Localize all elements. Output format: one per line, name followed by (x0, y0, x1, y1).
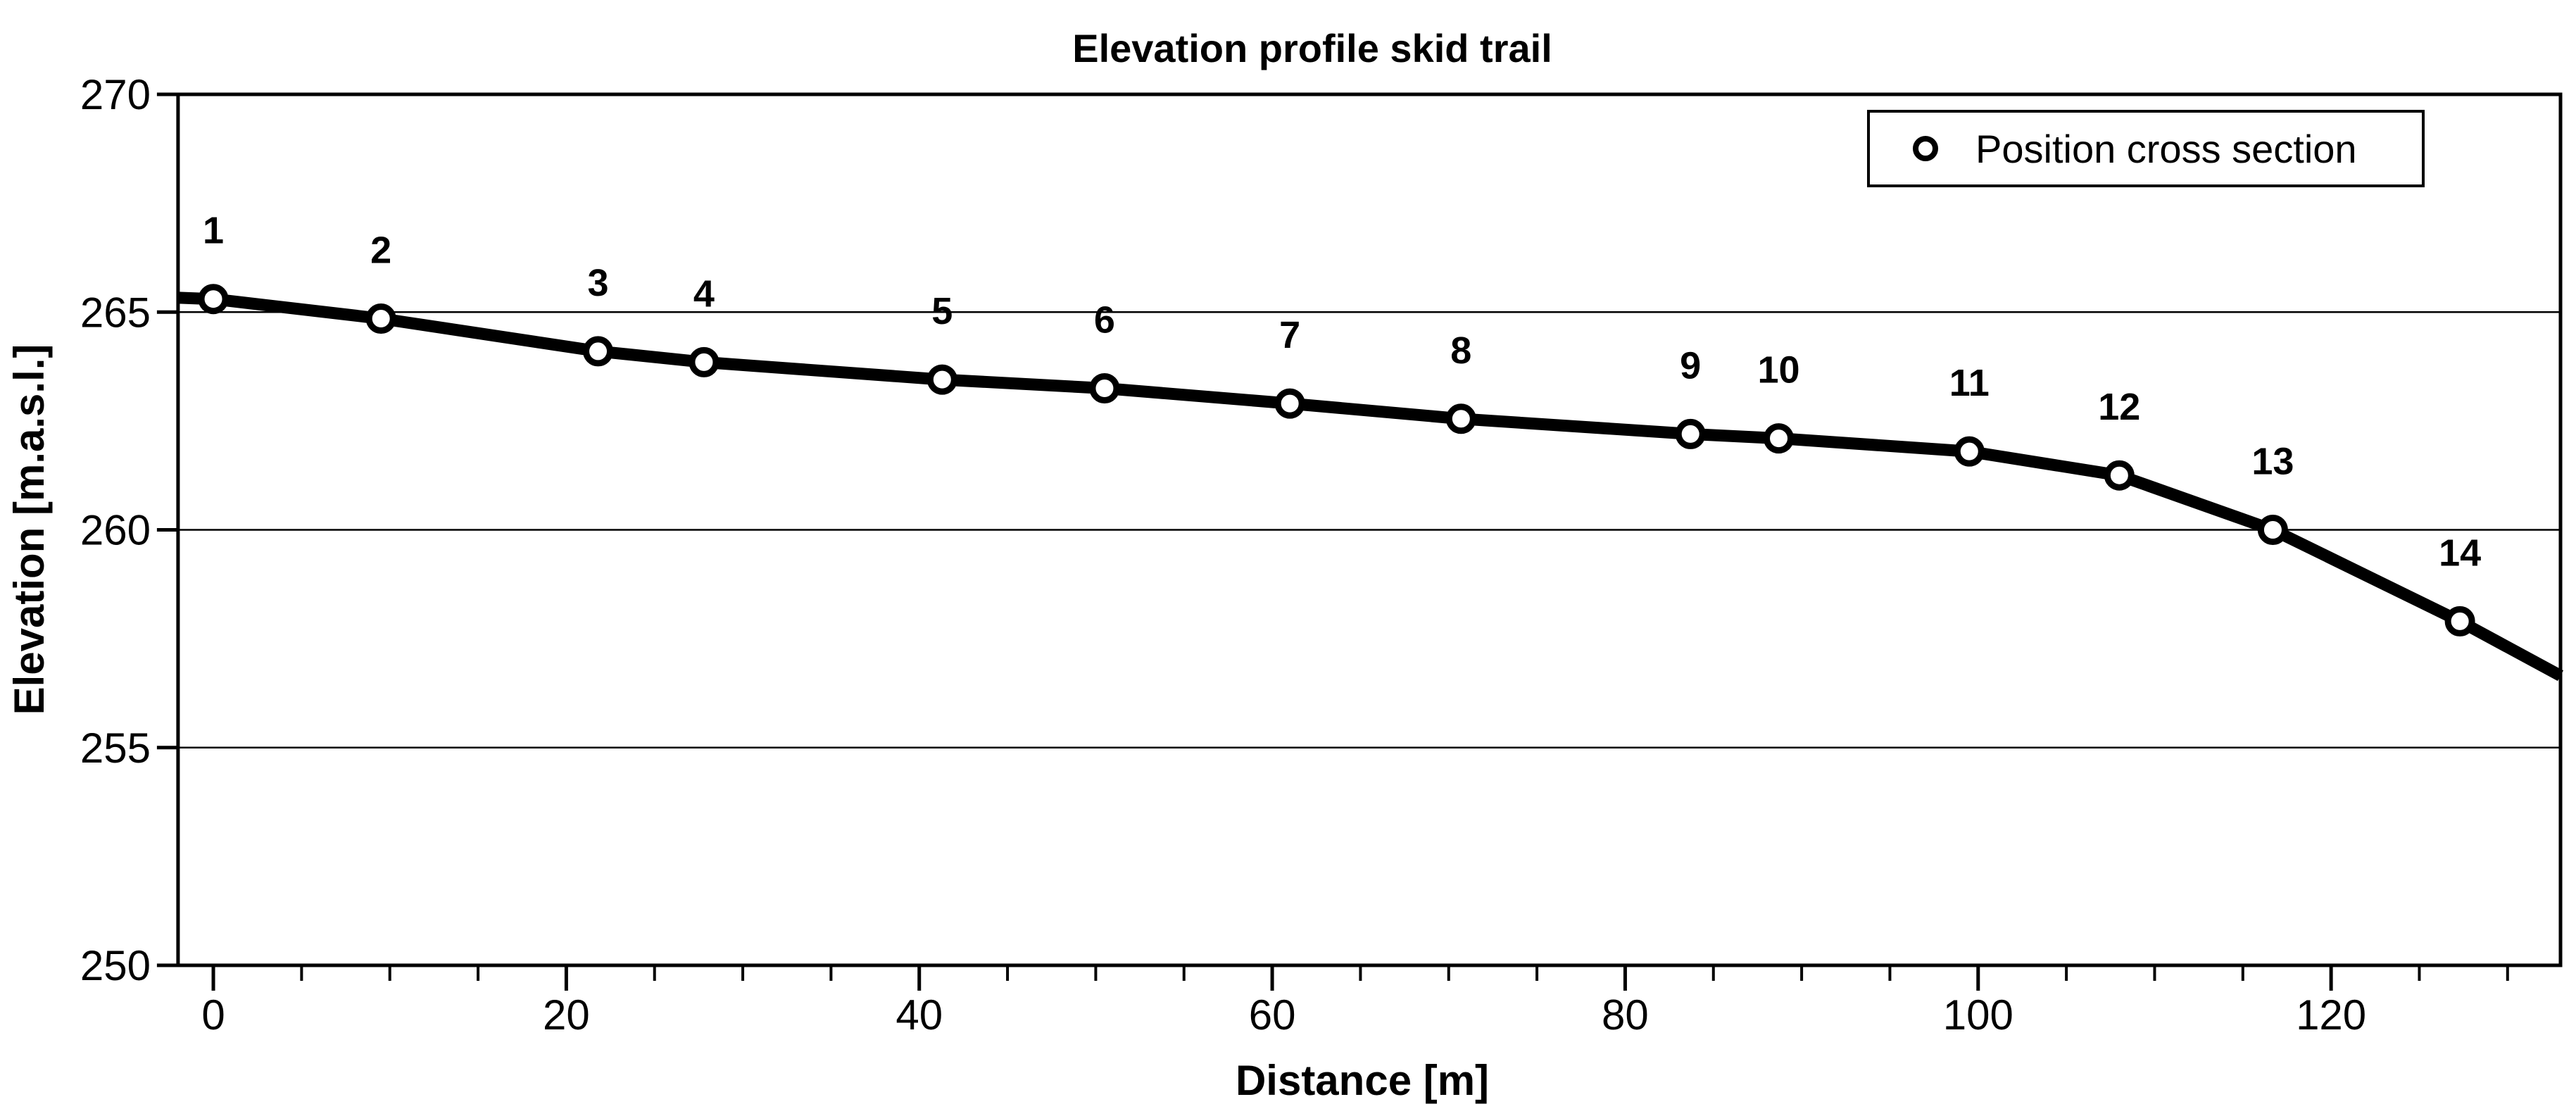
x-tick-label-20: 20 (543, 991, 590, 1039)
elevation-profile-line (177, 291, 2564, 682)
x-tick-label-0: 0 (201, 991, 225, 1039)
cross-section-marker-1 (198, 284, 229, 315)
cross-section-marker-6 (1089, 372, 1120, 403)
cross-section-number-8: 8 (1450, 330, 1471, 372)
y-tick-label-260: 260 (80, 507, 151, 554)
cross-section-marker-9 (1675, 418, 1706, 449)
x-tick-label-100: 100 (1943, 991, 2013, 1039)
x-tick-label-60: 60 (1249, 991, 1296, 1039)
cross-section-marker-13 (2257, 515, 2288, 545)
chart-title: Elevation profile skid trail (1072, 26, 1552, 70)
x-tick-label-80: 80 (1602, 991, 1649, 1039)
legend-entry-label: Position cross section (1975, 127, 2357, 171)
cross-section-number-3: 3 (587, 262, 608, 304)
cross-section-marker-12 (2104, 460, 2135, 491)
legend-open-circle-marker-icon (1913, 136, 1938, 161)
cross-section-number-1: 1 (203, 210, 224, 252)
cross-section-marker-10 (1764, 423, 1795, 454)
y-tick-label-270: 270 (80, 71, 151, 118)
cross-section-number-4: 4 (693, 272, 715, 315)
cross-section-marker-4 (689, 346, 720, 377)
cross-section-number-11: 11 (1949, 362, 1990, 404)
cross-section-marker-7 (1274, 388, 1305, 419)
legend: Position cross section (1867, 110, 2425, 187)
cross-section-number-14: 14 (2439, 532, 2481, 574)
cross-section-number-12: 12 (2098, 386, 2140, 428)
cross-section-number-13: 13 (2251, 441, 2294, 483)
cross-section-marker-8 (1445, 403, 1476, 434)
cross-section-marker-3 (583, 336, 614, 367)
cross-section-marker-11 (1954, 436, 1985, 467)
y-tick-label-265: 265 (80, 289, 151, 336)
x-axis-title: Distance [m] (1236, 1057, 1489, 1104)
cross-section-marker-2 (365, 303, 396, 334)
x-tick-label-120: 120 (2296, 991, 2366, 1039)
y-tick-label-255: 255 (80, 725, 151, 772)
x-tick-label-40: 40 (896, 991, 943, 1039)
gridline-layer (177, 311, 2561, 748)
cross-section-marker-5 (926, 364, 957, 395)
cross-section-marker-14 (2444, 606, 2475, 637)
cross-section-number-6: 6 (1094, 299, 1115, 341)
cross-section-number-9: 9 (1680, 344, 1701, 387)
y-tick-label-250: 250 (80, 942, 151, 989)
cross-section-number-2: 2 (370, 230, 391, 272)
cross-section-number-7: 7 (1279, 314, 1300, 356)
cross-section-number-5: 5 (931, 290, 953, 332)
y-axis-title: Elevation [m.a.s.l.] (6, 344, 53, 715)
legend-box (1867, 110, 2425, 187)
cross-section-number-10: 10 (1757, 349, 1799, 391)
